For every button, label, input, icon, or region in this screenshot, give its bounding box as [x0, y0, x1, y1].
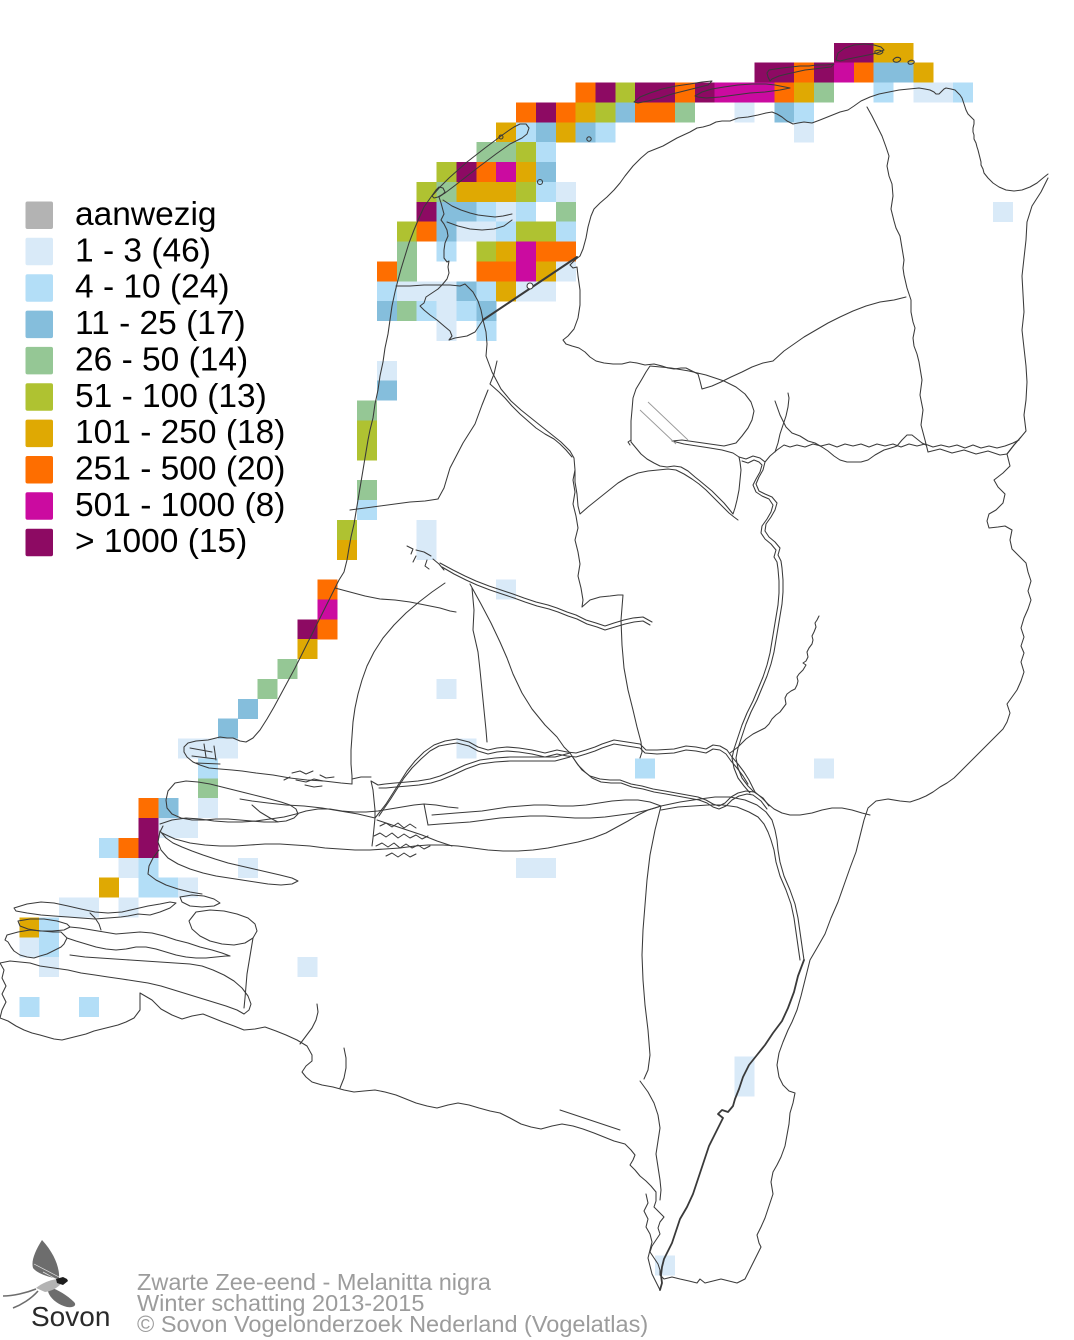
svg-text:501 - 1000 (8): 501 - 1000 (8) [75, 487, 285, 524]
svg-text:26 - 50 (14): 26 - 50 (14) [75, 341, 248, 378]
svg-text:Winter schatting 2013-2015: Winter schatting 2013-2015 [137, 1290, 424, 1316]
svg-text:4 - 10 (24): 4 - 10 (24) [75, 269, 230, 306]
svg-text:Sovon: Sovon [31, 1301, 110, 1332]
svg-text:aanwezig: aanwezig [75, 196, 217, 233]
svg-text:1 - 3 (46): 1 - 3 (46) [75, 232, 211, 269]
svg-text:> 1000 (15): > 1000 (15) [75, 523, 247, 560]
svg-text:11 - 25 (17): 11 - 25 (17) [75, 305, 246, 342]
svg-text:251 - 500 (20): 251 - 500 (20) [75, 451, 285, 488]
svg-text:Zwarte Zee-eend - Melanitta ni: Zwarte Zee-eend - Melanitta nigra [137, 1269, 492, 1295]
svg-text:© Sovon Vogelonderzoek Nederla: © Sovon Vogelonderzoek Nederland (Vogela… [137, 1311, 648, 1337]
svg-text:51 - 100 (13): 51 - 100 (13) [75, 378, 267, 415]
svg-text:101 - 250 (18): 101 - 250 (18) [75, 414, 285, 451]
